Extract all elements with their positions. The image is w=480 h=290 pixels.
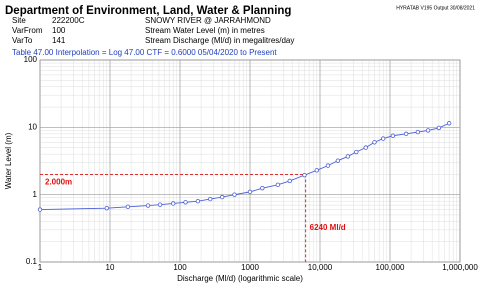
x-tick-label: 10,000 bbox=[308, 263, 333, 272]
version: HYRATAB V195 Output 30/08/2021 bbox=[396, 5, 475, 11]
marker bbox=[157, 202, 163, 207]
y-tick-label: 0.1 bbox=[26, 257, 38, 266]
x-tick-label: 1000 bbox=[241, 263, 259, 272]
reference-y-label: 2.000m bbox=[45, 178, 72, 187]
marker bbox=[354, 149, 359, 155]
marker bbox=[314, 168, 319, 173]
marker bbox=[183, 200, 188, 205]
marker bbox=[335, 158, 341, 163]
header-cell: SNOWY RIVER @ JARRAHMOND bbox=[145, 16, 271, 25]
header-cell: 100 bbox=[52, 26, 66, 35]
x-tick-label: 1 bbox=[38, 263, 43, 272]
marker bbox=[207, 196, 213, 202]
marker bbox=[171, 201, 176, 206]
marker bbox=[363, 145, 368, 150]
marker bbox=[325, 163, 331, 168]
marker bbox=[446, 121, 452, 126]
y-tick-label: 100 bbox=[24, 55, 38, 64]
x-tick-label: 100 bbox=[173, 263, 187, 272]
x-tick-label: 10 bbox=[106, 263, 115, 272]
header-cell: 222200C bbox=[52, 16, 85, 25]
marker bbox=[145, 203, 151, 208]
marker bbox=[415, 129, 421, 135]
header-cell: Site bbox=[12, 16, 26, 25]
x-axis-label: Discharge (Ml/d) (logarithmic scale) bbox=[177, 274, 303, 283]
marker bbox=[390, 133, 396, 138]
marker bbox=[195, 198, 201, 204]
marker bbox=[403, 131, 409, 137]
marker bbox=[247, 189, 253, 195]
header-cell: Stream Discharge (Ml/d) in megalitres/da… bbox=[145, 36, 294, 45]
marker bbox=[287, 178, 292, 184]
marker bbox=[345, 154, 351, 159]
marker bbox=[219, 194, 225, 200]
marker bbox=[275, 182, 281, 188]
table-line: Table 47.00 Interpolation = Log 47.00 CT… bbox=[12, 48, 277, 57]
reference-x-label: 6240 Ml/d bbox=[310, 223, 346, 232]
marker bbox=[425, 128, 431, 133]
marker bbox=[104, 205, 109, 211]
marker bbox=[260, 185, 265, 191]
header-cell: VarFrom bbox=[12, 26, 43, 35]
x-tick-label: 1,000,000 bbox=[442, 263, 478, 272]
header-cell: Stream Water Level (m) in metres bbox=[145, 26, 265, 35]
marker bbox=[381, 136, 386, 141]
marker bbox=[372, 140, 377, 145]
header-cell: 141 bbox=[52, 36, 66, 45]
title: Department of Environment, Land, Water &… bbox=[5, 5, 291, 17]
y-axis-label: Water Level (m) bbox=[4, 132, 13, 189]
marker bbox=[436, 125, 442, 131]
header-cell: VarTo bbox=[12, 36, 33, 45]
marker bbox=[232, 192, 237, 197]
marker bbox=[302, 172, 307, 178]
x-tick-label: 100,000 bbox=[376, 263, 405, 272]
y-tick-label: 1 bbox=[33, 190, 38, 199]
marker bbox=[37, 207, 43, 212]
marker bbox=[125, 204, 131, 210]
y-tick-label: 10 bbox=[28, 122, 37, 131]
